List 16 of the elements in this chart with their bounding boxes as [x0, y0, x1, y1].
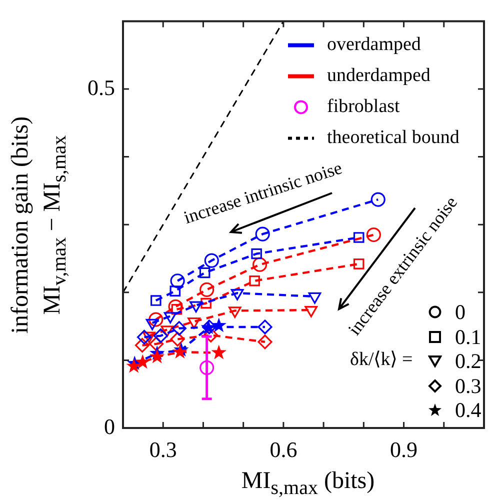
annotation: δk/⟨k⟩ = [350, 348, 413, 371]
legend-label: overdamped [327, 34, 422, 56]
y-tick-label: 0.5 [88, 74, 115, 100]
annotation: increase intrinsic noise [181, 158, 345, 228]
legend-label: theoretical bound [327, 127, 460, 148]
x-tick-label: 0.3 [149, 436, 177, 462]
legend-label: underdamped [327, 65, 431, 86]
annotation: 0.3 [455, 374, 482, 398]
annotation: 0.1 [455, 324, 482, 350]
x-tick-label: 0.9 [390, 436, 418, 462]
x-tick-label: 0.6 [270, 436, 298, 462]
annotation: 0.2 [455, 349, 482, 374]
annotation: 0.4 [455, 398, 482, 423]
legend-label: fibroblast [327, 96, 401, 118]
annotation: 0 [455, 300, 466, 325]
x-axis-title: MI$_{s,max}$ (bits) [241, 468, 375, 500]
